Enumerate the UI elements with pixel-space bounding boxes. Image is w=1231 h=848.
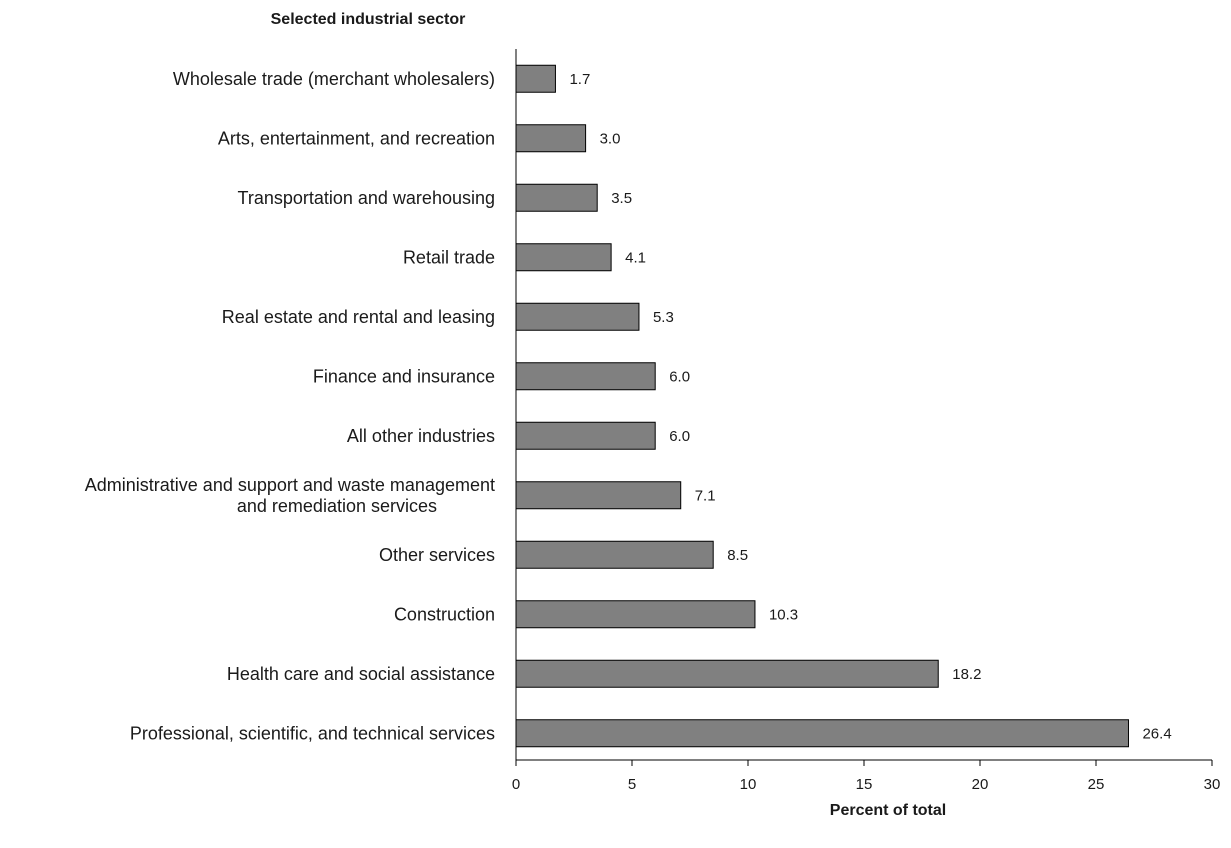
category-label-line: Arts, entertainment, and recreation	[218, 128, 495, 148]
x-tick-label: 15	[856, 776, 873, 793]
bar	[515, 302, 640, 331]
category-label-line: Other services	[379, 545, 495, 565]
category-label: Finance and insurance	[313, 366, 495, 386]
category-label-line: Health care and social assistance	[227, 664, 495, 684]
data-label: 6.0	[669, 368, 690, 385]
data-label: 5.3	[653, 309, 674, 326]
bar	[515, 540, 714, 569]
data-label: 26.4	[1142, 725, 1171, 742]
bar	[515, 183, 598, 212]
bar	[515, 719, 1129, 748]
bar	[515, 659, 939, 688]
bars-layer: 1.7 Wholesale trade (merchant wholesalers…	[85, 64, 1172, 748]
data-label: 6.0	[669, 428, 690, 445]
category-label: Real estate and rental and leasing	[222, 307, 495, 327]
bar	[515, 124, 587, 153]
x-axis-title: Percent of total	[830, 802, 946, 819]
data-label: 18.2	[952, 666, 981, 683]
data-label: 8.5	[727, 547, 748, 564]
data-label: 10.3	[769, 606, 798, 623]
category-label-line: and remediation services	[237, 496, 437, 516]
x-tick-label: 5	[628, 776, 636, 793]
axes-layer: 0 5 10 15 20 25 30	[512, 49, 1221, 793]
category-label-line: Administrative and support and waste man…	[85, 475, 495, 495]
category-label: Arts, entertainment, and recreation	[218, 128, 495, 148]
bar	[515, 421, 656, 450]
bar	[515, 64, 556, 93]
x-tick-label: 20	[972, 776, 989, 793]
data-label: 7.1	[695, 487, 716, 504]
y-axis-title: Selected industrial sector	[271, 11, 466, 28]
bar	[515, 362, 656, 391]
category-label-line: Construction	[394, 604, 495, 624]
bar	[515, 481, 682, 510]
data-label: 3.0	[600, 130, 621, 147]
x-tick-label: 10	[740, 776, 757, 793]
category-label: Wholesale trade (merchant wholesalers)	[173, 69, 495, 89]
category-label-line: Transportation and warehousing	[238, 188, 496, 208]
data-label: 1.7	[569, 71, 590, 88]
category-label: Transportation and warehousing	[238, 188, 496, 208]
x-tick-label: 30	[1204, 776, 1221, 793]
bar	[515, 600, 756, 629]
data-label: 4.1	[625, 249, 646, 266]
category-label: Administrative and support and waste man…	[85, 475, 495, 516]
x-tick-label: 25	[1088, 776, 1105, 793]
category-label: All other industries	[347, 426, 495, 446]
bar	[515, 243, 612, 272]
category-label-line: All other industries	[347, 426, 495, 446]
category-label: Construction	[394, 604, 495, 624]
category-label-line: Professional, scientific, and technical …	[130, 723, 495, 743]
category-label-line: Real estate and rental and leasing	[222, 307, 495, 327]
x-tick-label: 0	[512, 776, 520, 793]
category-label-line: Finance and insurance	[313, 366, 495, 386]
category-label: Retail trade	[403, 247, 495, 267]
category-label-line: Wholesale trade (merchant wholesalers)	[173, 69, 495, 89]
category-label: Other services	[379, 545, 495, 565]
category-label: Health care and social assistance	[227, 664, 495, 684]
category-label-line: Retail trade	[403, 247, 495, 267]
data-label: 3.5	[611, 190, 632, 207]
category-label: Professional, scientific, and technical …	[130, 723, 495, 743]
